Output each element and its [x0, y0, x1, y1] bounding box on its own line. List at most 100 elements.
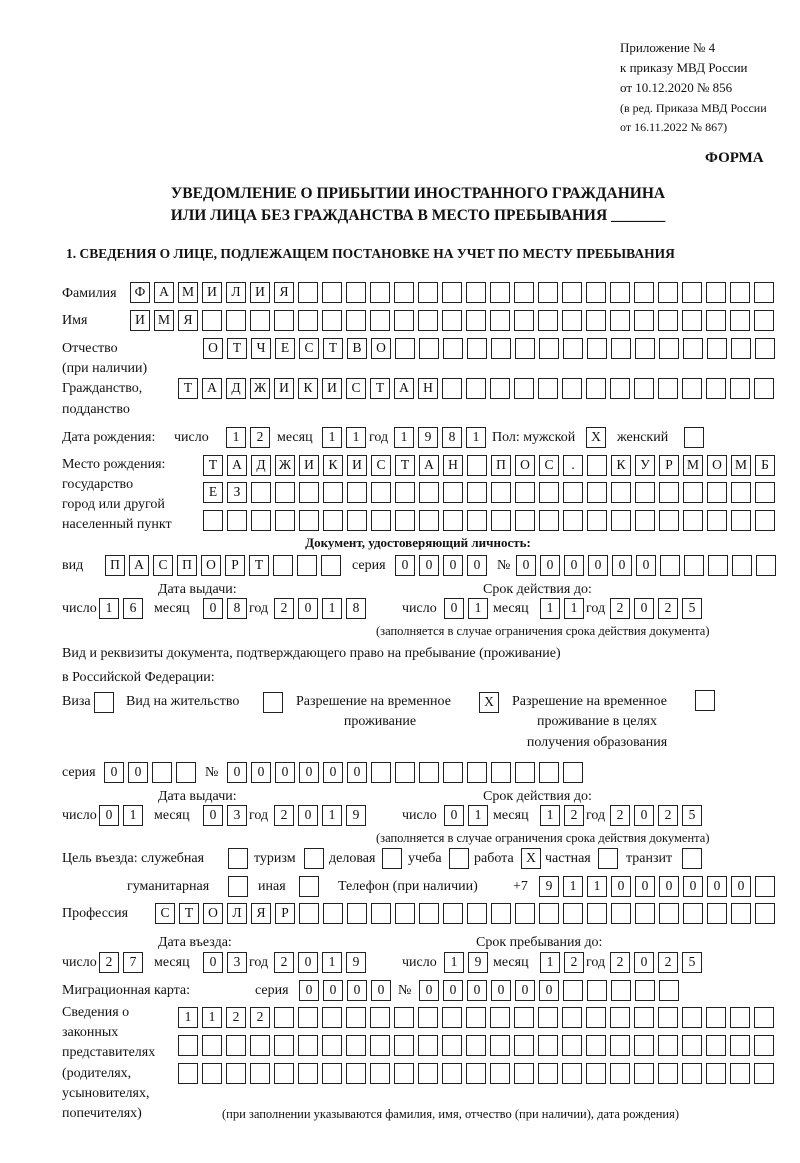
- char-cell[interactable]: 1: [587, 876, 607, 897]
- char-cell[interactable]: Е: [275, 338, 295, 359]
- char-cell[interactable]: [299, 903, 319, 924]
- char-cell[interactable]: [635, 482, 655, 503]
- char-cell[interactable]: Р: [659, 455, 679, 476]
- trp-checkbox[interactable]: X: [479, 692, 499, 713]
- char-cell[interactable]: О: [203, 903, 223, 924]
- char-cell[interactable]: 0: [203, 598, 223, 619]
- char-cell[interactable]: [202, 1063, 222, 1084]
- char-cell[interactable]: П: [491, 455, 511, 476]
- char-cell[interactable]: 0: [636, 555, 656, 576]
- char-cell[interactable]: [346, 1063, 366, 1084]
- char-cell[interactable]: [731, 482, 751, 503]
- char-cell[interactable]: [346, 1035, 366, 1056]
- char-cell[interactable]: Ф: [130, 282, 150, 303]
- char-cell[interactable]: [634, 1063, 654, 1084]
- char-cell[interactable]: О: [707, 455, 727, 476]
- char-cell[interactable]: В: [347, 338, 367, 359]
- char-cell[interactable]: С: [155, 903, 175, 924]
- char-cell[interactable]: [250, 1063, 270, 1084]
- char-cell[interactable]: [250, 1035, 270, 1056]
- char-cell[interactable]: [467, 482, 487, 503]
- char-cell[interactable]: [731, 338, 751, 359]
- char-cell[interactable]: 0: [515, 980, 535, 1001]
- char-cell[interactable]: [514, 1063, 534, 1084]
- char-cell[interactable]: [491, 903, 511, 924]
- purpose-tourism-checkbox[interactable]: [304, 848, 324, 869]
- char-cell[interactable]: 0: [611, 876, 631, 897]
- char-cell[interactable]: 1: [322, 598, 342, 619]
- char-cell[interactable]: [538, 1007, 558, 1028]
- char-cell[interactable]: [514, 282, 534, 303]
- char-cell[interactable]: Ж: [250, 378, 270, 399]
- char-cell[interactable]: [708, 555, 728, 576]
- char-cell[interactable]: [659, 980, 679, 1001]
- char-cell[interactable]: [515, 762, 535, 783]
- char-cell[interactable]: 0: [634, 598, 654, 619]
- char-cell[interactable]: [322, 1063, 342, 1084]
- char-cell[interactable]: 2: [610, 598, 630, 619]
- char-cell[interactable]: 1: [394, 427, 414, 448]
- char-cell[interactable]: [610, 310, 630, 331]
- char-cell[interactable]: [419, 482, 439, 503]
- char-cell[interactable]: [610, 378, 630, 399]
- char-cell[interactable]: 5: [682, 805, 702, 826]
- char-cell[interactable]: П: [105, 555, 125, 576]
- char-cell[interactable]: Т: [227, 338, 247, 359]
- char-cell[interactable]: 1: [540, 598, 560, 619]
- char-cell[interactable]: [443, 510, 463, 531]
- char-cell[interactable]: А: [227, 455, 247, 476]
- char-cell[interactable]: [178, 1063, 198, 1084]
- purpose-other-checkbox[interactable]: [299, 876, 319, 897]
- char-cell[interactable]: 0: [588, 555, 608, 576]
- char-cell[interactable]: 0: [323, 762, 343, 783]
- char-cell[interactable]: [274, 310, 294, 331]
- char-cell[interactable]: [562, 282, 582, 303]
- char-cell[interactable]: [346, 1007, 366, 1028]
- char-cell[interactable]: 9: [418, 427, 438, 448]
- char-cell[interactable]: Д: [226, 378, 246, 399]
- char-cell[interactable]: 0: [419, 555, 439, 576]
- char-cell[interactable]: 0: [634, 805, 654, 826]
- checkbox-cell[interactable]: [695, 690, 715, 711]
- char-cell[interactable]: 0: [683, 876, 703, 897]
- char-cell[interactable]: [490, 1007, 510, 1028]
- char-cell[interactable]: [299, 510, 319, 531]
- char-cell[interactable]: [683, 338, 703, 359]
- char-cell[interactable]: [346, 310, 366, 331]
- char-cell[interactable]: [347, 903, 367, 924]
- char-cell[interactable]: [395, 482, 415, 503]
- char-cell[interactable]: А: [129, 555, 149, 576]
- char-cell[interactable]: О: [371, 338, 391, 359]
- char-cell[interactable]: [275, 510, 295, 531]
- char-cell[interactable]: [754, 310, 774, 331]
- char-cell[interactable]: М: [154, 310, 174, 331]
- char-cell[interactable]: [251, 510, 271, 531]
- char-cell[interactable]: 0: [203, 805, 223, 826]
- char-cell[interactable]: [467, 455, 487, 476]
- char-cell[interactable]: [442, 1063, 462, 1084]
- char-cell[interactable]: [562, 1035, 582, 1056]
- char-cell[interactable]: [297, 555, 317, 576]
- checkbox-cell[interactable]: X: [521, 848, 541, 869]
- char-cell[interactable]: [490, 1063, 510, 1084]
- char-cell[interactable]: 0: [516, 555, 536, 576]
- checkbox-cell[interactable]: X: [586, 427, 606, 448]
- char-cell[interactable]: [298, 1035, 318, 1056]
- reps-cells-row2[interactable]: [178, 1035, 774, 1056]
- char-cell[interactable]: 0: [731, 876, 751, 897]
- char-cell[interactable]: 2: [658, 805, 678, 826]
- char-cell[interactable]: [539, 338, 559, 359]
- char-cell[interactable]: [635, 338, 655, 359]
- char-cell[interactable]: [539, 762, 559, 783]
- char-cell[interactable]: А: [419, 455, 439, 476]
- char-cell[interactable]: [634, 1007, 654, 1028]
- char-cell[interactable]: И: [299, 455, 319, 476]
